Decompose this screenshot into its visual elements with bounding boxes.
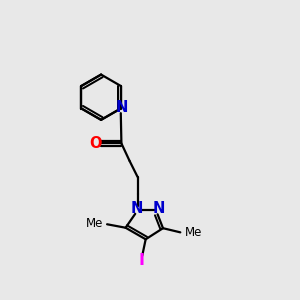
Text: I: I bbox=[139, 253, 145, 268]
Text: N: N bbox=[130, 201, 142, 216]
Text: N: N bbox=[153, 201, 165, 216]
Text: N: N bbox=[116, 100, 128, 115]
Text: O: O bbox=[89, 136, 102, 151]
Text: Me: Me bbox=[86, 217, 104, 230]
Text: Me: Me bbox=[184, 226, 202, 239]
